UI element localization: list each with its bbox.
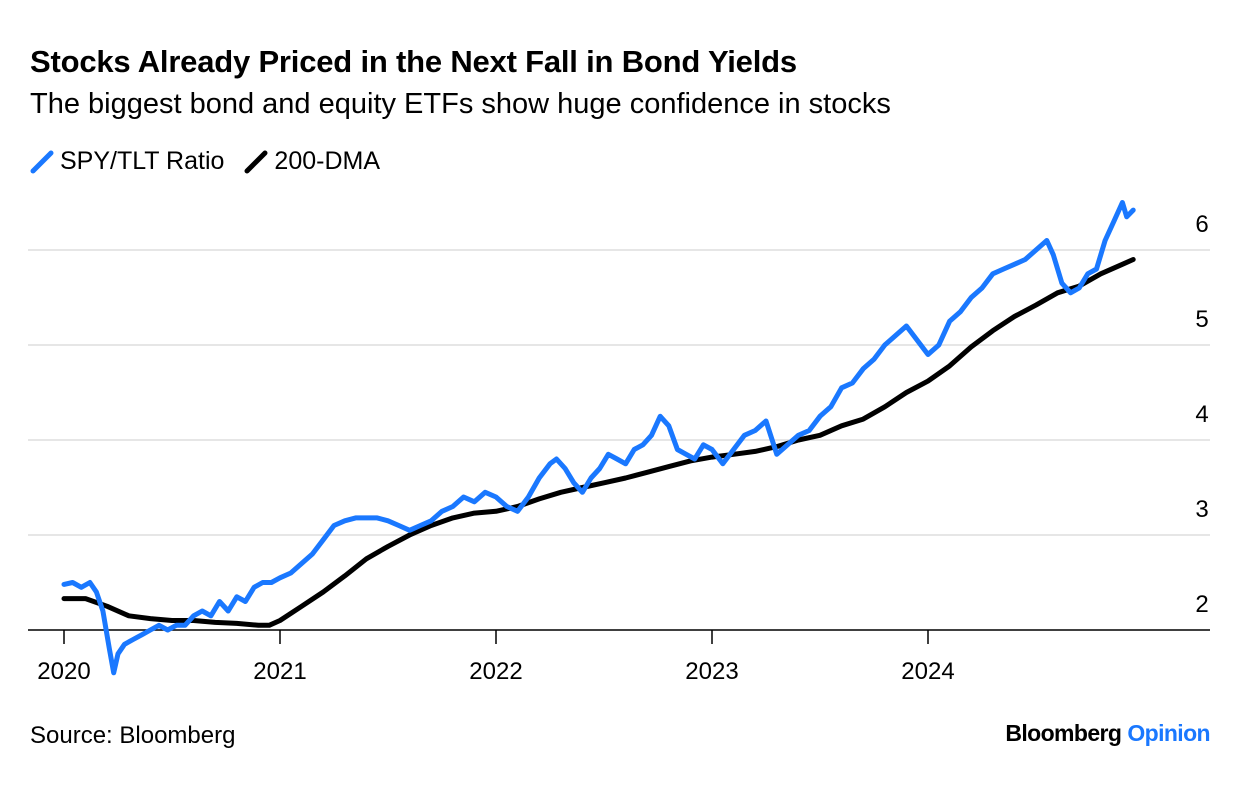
legend-label-spy-tlt: SPY/TLT Ratio: [60, 147, 225, 175]
series-lines: [61, 200, 1136, 676]
x-tick-label: 2020: [37, 658, 90, 685]
gridlines: [28, 249, 1210, 536]
chart-subtitle: The biggest bond and equity ETFs show hu…: [30, 88, 891, 120]
source-note: Source: Bloomberg: [30, 722, 236, 749]
legend-item-spy-tlt: SPY/TLT Ratio: [30, 147, 224, 176]
legend-item-200-dma: 200-DMA: [244, 147, 380, 176]
y-tick-label: 5: [1195, 306, 1208, 333]
brand-logo: Bloomberg Opinion: [1005, 720, 1210, 747]
legend-swatch-spy-tlt: [30, 150, 54, 173]
y-tick-label: 6: [1195, 211, 1208, 238]
legend-swatch-200-dma: [244, 150, 268, 173]
x-tick-label: 2022: [469, 658, 522, 685]
y-tick-label: 4: [1195, 401, 1208, 428]
x-axis: 2020 2021 2022 2023 2024: [28, 629, 1210, 685]
legend-label-200-dma: 200-DMA: [274, 147, 381, 175]
x-tick-label: 2024: [901, 658, 954, 685]
x-tick-label: 2021: [253, 658, 306, 685]
y-tick-label: 2: [1195, 591, 1208, 618]
chart-legend: SPY/TLT Ratio 200-DMA: [30, 147, 400, 176]
y-axis-ticks: 2 3 4 5 6: [1195, 211, 1208, 618]
series-line-200-dma: [61, 257, 1136, 628]
x-tick-label: 2023: [685, 658, 738, 685]
y-tick-label: 3: [1195, 496, 1208, 523]
brand-secondary: Opinion: [1127, 720, 1210, 746]
brand-primary: Bloomberg: [1005, 720, 1122, 746]
chart-title: Stocks Already Priced in the Next Fall i…: [30, 44, 797, 79]
series-line-spy-tlt: [61, 200, 1136, 676]
